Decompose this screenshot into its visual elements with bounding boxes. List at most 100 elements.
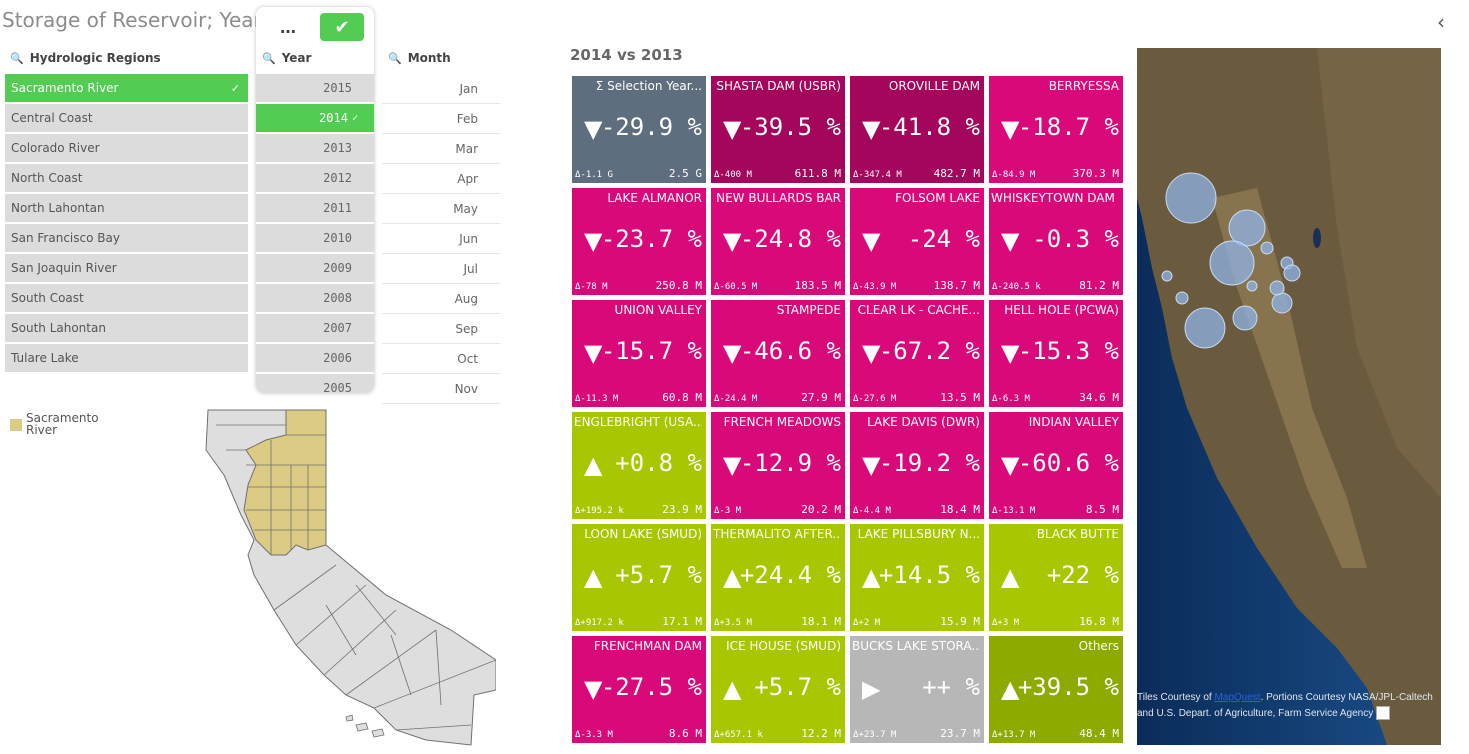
reservoir-bubble[interactable] [1246,280,1258,292]
month-item[interactable]: May [382,194,500,224]
kpi-tile[interactable]: THERMALITO AFTER... ▲ +24.4 % Δ+3.5 M 18.1 M [711,524,845,631]
california-region-map[interactable] [196,405,496,750]
kpi-tile[interactable]: UNION VALLEY ▼ -15.7 % Δ-11.3 M 60.8 M [572,300,706,407]
kpi-tile[interactable]: FRENCH MEADOWS ▼ -12.9 % Δ-3 M 20.2 M [711,412,845,519]
trend-arrow-icon: ▼ [584,227,603,255]
mapquest-link[interactable]: MapQuest [1214,692,1261,703]
kpi-tile[interactable]: LAKE ALMANOR ▼ -23.7 % Δ-78 M 250.8 M [572,188,706,295]
year-item[interactable]: 2014 ✓ [256,104,374,132]
region-item[interactable]: North Lahontan [5,194,248,222]
trend-arrow-icon: ▼ [723,115,742,143]
attribution-prefix: Tiles Courtesy of [1137,692,1212,703]
search-icon[interactable]: 🔍 [262,51,276,65]
trend-arrow-icon: ▲ [584,451,603,479]
map-attribution: Tiles Courtesy of MapQuest. Portions Cou… [1137,690,1441,722]
confirm-selection-button[interactable]: ✔ [320,13,364,41]
kpi-tile[interactable]: LAKE PILLSBURY N... ▲ +14.5 % Δ+2 M 15.9 M [850,524,984,631]
delta-value: Δ-6.3 M [992,394,1030,404]
regions-filter-header[interactable]: 🔍 Hydrologic Regions [10,47,161,69]
year-item[interactable]: 2009 [256,254,374,282]
month-item[interactable]: Oct [382,344,500,374]
reservoir-bubble[interactable] [1260,241,1274,255]
month-item[interactable]: Jun [382,224,500,254]
year-item[interactable]: 2013 [256,134,374,162]
region-item[interactable]: Colorado River [5,134,248,162]
month-item[interactable]: Jul [382,254,500,284]
year-label: 2010 [323,231,352,245]
trend-arrow-icon: ▼ [584,675,603,703]
reservoir-name: SHASTA DAM (USBR) [716,79,841,93]
region-item[interactable]: San Francisco Bay [5,224,248,252]
kpi-tile[interactable]: LOON LAKE (SMUD) ▲ +5.7 % Δ+917.2 k 17.1 M [572,524,706,631]
month-item[interactable]: Nov [382,374,500,404]
reservoir-bubble[interactable] [1283,264,1301,282]
month-item[interactable]: Jan [382,74,500,104]
year-item[interactable]: 2005 [256,374,374,393]
month-filter-header[interactable]: 🔍 Month [388,47,451,69]
region-item[interactable]: South Coast [5,284,248,312]
region-item[interactable]: Tulare Lake [5,344,248,372]
kpi-tile[interactable]: STAMPEDE ▼ -46.6 % Δ-24.4 M 27.9 M [711,300,845,407]
kpi-tile[interactable]: HELL HOLE (PCWA) ▼ -15.3 % Δ-6.3 M 34.6 M [989,300,1123,407]
kpi-tile[interactable]: BUCKS LAKE STORA... ▶ ++ % Δ+23.7 M 23.7 M [850,636,984,743]
kpi-tile[interactable]: FRENCHMAN DAM ▼ -27.5 % Δ-3.3 M 8.6 M [572,636,706,743]
region-item[interactable]: North Coast [5,164,248,192]
storage-value: 20.2 M [801,503,841,516]
reservoir-bubble[interactable] [1228,209,1266,247]
year-item[interactable]: 2010 [256,224,374,252]
kpi-tile[interactable]: NEW BULLARDS BAR ▼ -24.8 % Δ-60.5 M 183.5 M [711,188,845,295]
year-filter-header[interactable]: 🔍 Year [262,47,311,69]
kpi-tile[interactable]: BERRYESSA ▼ -18.7 % Δ-84.9 M 370.3 M [989,76,1123,183]
kpi-tile[interactable]: Others ▲ +39.5 % Δ+13.7 M 48.4 M [989,636,1123,743]
search-icon[interactable]: 🔍 [388,51,402,65]
reservoir-bubble[interactable] [1232,305,1258,331]
year-item[interactable]: 2008 [256,284,374,312]
kpi-tile[interactable]: OROVILLE DAM ▼ -41.8 % Δ-347.4 M 482.7 M [850,76,984,183]
reservoir-bubble[interactable] [1269,280,1285,296]
more-options-button[interactable]: … [280,17,296,37]
month-item[interactable]: Mar [382,134,500,164]
kpi-tile[interactable]: FOLSOM LAKE ▼ -24 % Δ-43.9 M 138.7 M [850,188,984,295]
kpi-tile[interactable]: ENGLEBRIGHT (USA... ▲ +0.8 % Δ+195.2 k 23.9 … [572,412,706,519]
satellite-map[interactable] [1137,48,1441,745]
broken-image-icon [1376,706,1390,721]
month-item[interactable]: Sep [382,314,500,344]
year-item[interactable]: 2012 [256,164,374,192]
region-item[interactable]: Central Coast [5,104,248,132]
region-item[interactable]: San Joaquin River [5,254,248,282]
reservoir-bubble[interactable] [1161,270,1173,282]
percent-change: -46.6 % [739,337,841,365]
legend-swatch [10,419,22,431]
reservoir-bubble[interactable] [1165,172,1217,224]
kpi-tile[interactable]: Σ Selection Year... ▼ -29.9 % Δ-1.1 G 2.5 G [572,76,706,183]
reservoir-name: LAKE PILLSBURY N... [857,527,980,541]
reservoir-bubble[interactable] [1209,240,1255,286]
year-item[interactable]: 2011 [256,194,374,222]
kpi-tile[interactable]: CLEAR LK - CACHE... ▼ -67.2 % Δ-27.6 M 13.5 … [850,300,984,407]
reservoir-bubble[interactable] [1271,292,1293,314]
month-item[interactable]: Feb [382,104,500,134]
kpi-tile[interactable]: INDIAN VALLEY ▼ -60.6 % Δ-13.1 M 8.5 M [989,412,1123,519]
kpi-tile[interactable]: SHASTA DAM (USBR) ▼ -39.5 % Δ-400 M 611.8 M [711,76,845,183]
region-item[interactable]: South Lahontan [5,314,248,342]
kpi-tile[interactable]: WHISKEYTOWN DAM ... ▼ -0.3 % Δ-240.5 k 81.2 … [989,188,1123,295]
kpi-tile[interactable]: LAKE DAVIS (DWR) ▼ -19.2 % Δ-4.4 M 18.4 M [850,412,984,519]
collapse-chevron-icon[interactable]: ‹ [1437,10,1445,34]
trend-arrow-icon: ▶ [862,675,881,703]
year-item[interactable]: 2007 [256,314,374,342]
storage-value: 34.6 M [1079,391,1119,404]
delta-value: Δ-11.3 M [575,394,619,404]
kpi-tile[interactable]: BLACK BUTTE ▲ +22 % Δ+3 M 16.8 M [989,524,1123,631]
year-item[interactable]: 2006 [256,344,374,372]
month-item[interactable]: Apr [382,164,500,194]
region-item[interactable]: Sacramento River ✓ [5,74,248,102]
reservoir-bubble[interactable] [1175,291,1189,305]
search-icon[interactable]: 🔍 [10,51,24,65]
year-item[interactable]: 2015 [256,74,374,102]
legend-label: Sacramento River [26,411,99,437]
reservoir-bubble[interactable] [1184,307,1226,349]
channel-islands [345,714,385,738]
month-item[interactable]: Aug [382,284,500,314]
region-label: San Joaquin River [11,261,117,275]
kpi-tile[interactable]: ICE HOUSE (SMUD) ▲ +5.7 % Δ+657.1 k 12.2 M [711,636,845,743]
